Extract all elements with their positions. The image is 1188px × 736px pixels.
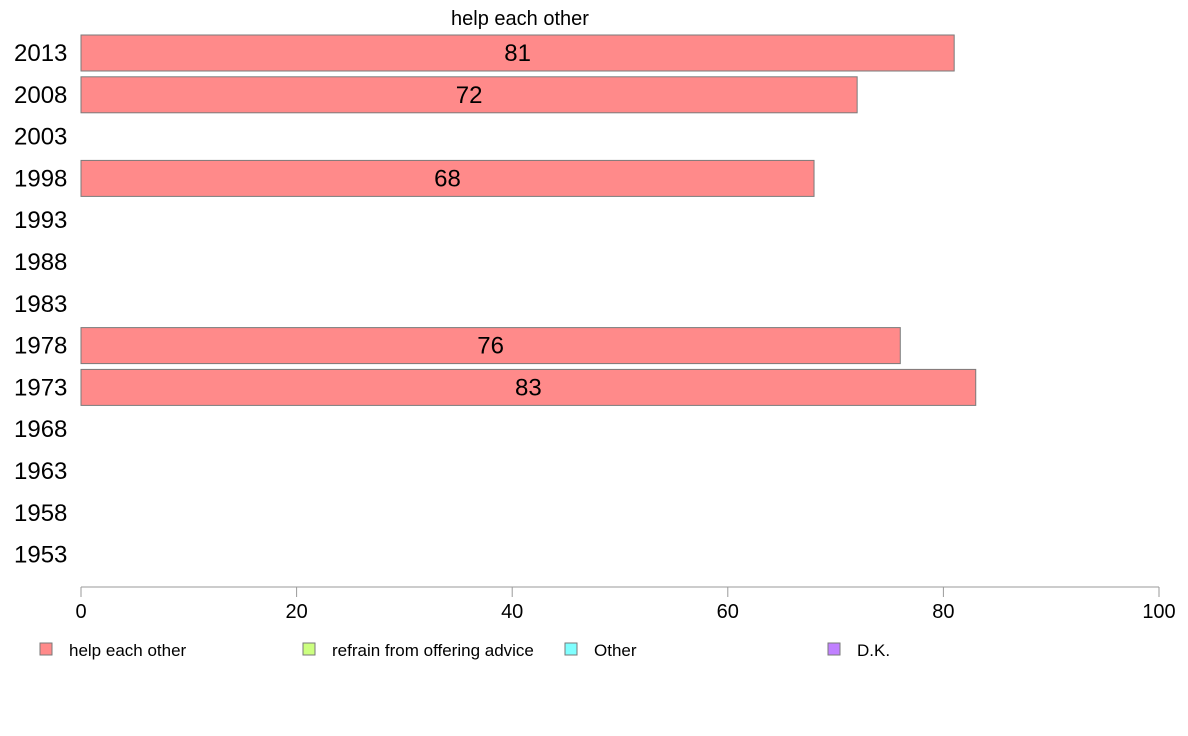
y-tick-label: 1998 — [14, 165, 67, 192]
bar-value-label: 76 — [477, 333, 504, 360]
y-tick-label: 1973 — [14, 374, 67, 401]
y-tick-label: 1993 — [14, 207, 67, 234]
x-tick-label: 40 — [501, 601, 523, 623]
y-tick-label: 1978 — [14, 333, 67, 360]
legend-swatch — [827, 642, 841, 656]
x-tick-label: 80 — [932, 601, 954, 623]
bar-value-label: 72 — [456, 82, 483, 109]
bar — [80, 159, 815, 197]
x-axis: 0 20 40 60 80 100 — [75, 586, 1176, 623]
legend-swatch — [564, 642, 578, 656]
y-tick-label: 1958 — [14, 500, 67, 527]
y-tick-label: 1968 — [14, 416, 67, 443]
bar — [80, 368, 977, 406]
bar — [80, 327, 901, 365]
x-tick-label: 100 — [1142, 601, 1175, 623]
legend: help each other refrain from offering adv… — [39, 641, 890, 660]
legend-label: refrain from offering advice — [332, 641, 534, 660]
legend-label: Other — [594, 641, 637, 660]
y-tick-label: 1963 — [14, 458, 67, 485]
bars-group: 81 72 68 76 83 — [80, 34, 977, 406]
legend-swatch — [302, 642, 316, 656]
x-tick-label: 20 — [285, 601, 307, 623]
legend-swatch — [39, 642, 53, 656]
bar — [80, 76, 858, 114]
x-tick-label: 0 — [75, 601, 86, 623]
legend-label: D.K. — [857, 641, 890, 660]
bar-value-label: 83 — [515, 374, 542, 401]
x-tick-label: 60 — [717, 601, 739, 623]
legend-label: help each other — [69, 641, 187, 660]
y-tick-label: 1953 — [14, 542, 67, 569]
y-tick-label: 1983 — [14, 291, 67, 318]
y-tick-label: 2013 — [14, 40, 67, 67]
bar-value-label: 81 — [504, 40, 531, 67]
y-tick-label: 2003 — [14, 124, 67, 151]
y-axis-labels: 2013 2008 2003 1998 1993 1988 1983 1978 1973 1968… — [14, 40, 67, 569]
bar-value-label: 68 — [434, 165, 461, 192]
bar — [80, 34, 955, 72]
y-tick-label: 1988 — [14, 249, 67, 276]
chart-title: help each other — [451, 8, 589, 30]
y-tick-label: 2008 — [14, 82, 67, 109]
